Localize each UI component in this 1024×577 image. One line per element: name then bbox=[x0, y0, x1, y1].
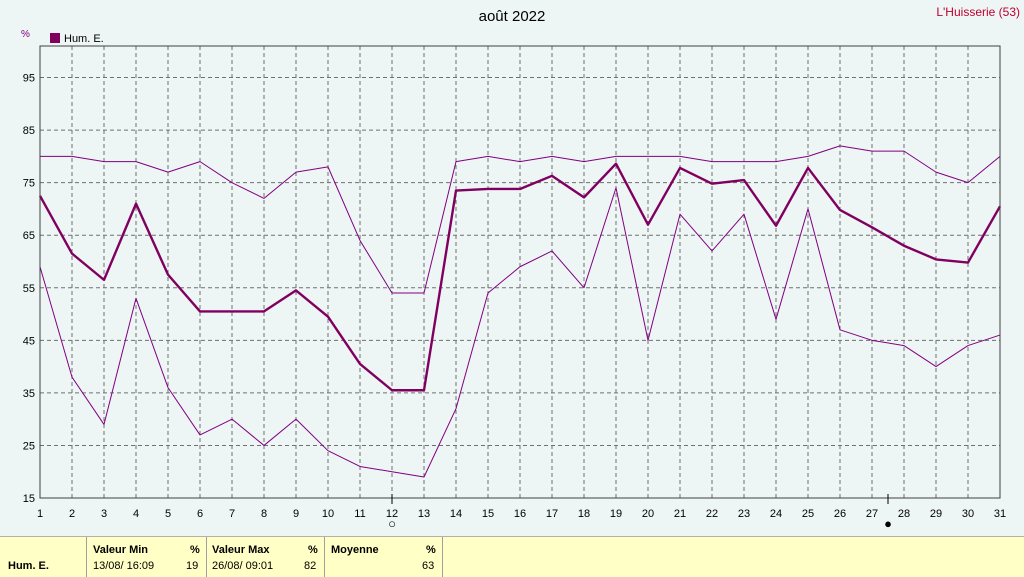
x-tick-label: 1 bbox=[37, 508, 43, 520]
min-value: 19 bbox=[186, 560, 199, 572]
stats-separator bbox=[442, 537, 443, 577]
y-tick-label: 75 bbox=[23, 178, 35, 190]
min-header: Valeur Min bbox=[93, 544, 149, 556]
max-unit: % bbox=[308, 544, 318, 556]
max-header: Valeur Max bbox=[212, 544, 270, 556]
y-tick-label: 25 bbox=[23, 440, 35, 452]
chart-title: août 2022 bbox=[479, 8, 546, 25]
stats-separator bbox=[206, 537, 207, 577]
x-tick-label: 15 bbox=[482, 508, 494, 520]
x-tick-label: 13 bbox=[418, 508, 430, 520]
series-line-mean bbox=[38, 162, 1002, 392]
y-tick-label: 55 bbox=[23, 283, 35, 295]
station-name: L'Huisserie (53) bbox=[936, 5, 1020, 19]
mean-header: Moyenne bbox=[331, 544, 379, 556]
y-unit-label: % bbox=[21, 29, 30, 40]
max-value: 82 bbox=[304, 560, 317, 572]
humidity-chart: 1 2 3 4 5 6 7 8 9 10 11 12 13 14 15 16 17 18 19 20 21 22 23 24 2… bbox=[21, 5, 1020, 531]
stats-separator bbox=[324, 537, 325, 577]
series-line-max bbox=[40, 145, 1001, 294]
x-tick-label: 21 bbox=[674, 508, 686, 520]
mean-unit: % bbox=[426, 544, 436, 556]
y-tick-label: 65 bbox=[23, 230, 35, 242]
x-tick-label: 25 bbox=[802, 508, 814, 520]
stats-separator bbox=[86, 537, 87, 577]
x-tick-label: 22 bbox=[706, 508, 718, 520]
x-tick-label: 7 bbox=[229, 508, 235, 520]
x-tick-label: 11 bbox=[354, 508, 365, 520]
x-tick-label: 17 bbox=[546, 508, 558, 520]
series-line-min bbox=[39, 187, 1001, 478]
moon-full-icon: ○ bbox=[388, 516, 396, 531]
x-tick-label: 31 bbox=[994, 508, 1006, 520]
x-tick-label: 9 bbox=[293, 508, 299, 520]
stats-panel: Hum. E. Valeur Min % 13/08/ 16:09 19 Val… bbox=[0, 536, 1024, 577]
moon-new-icon: ● bbox=[884, 516, 892, 531]
y-tick-label: 15 bbox=[23, 493, 35, 505]
x-tick-label: 14 bbox=[450, 508, 462, 520]
x-tick-label: 2 bbox=[69, 508, 75, 520]
legend-label: Hum. E. bbox=[64, 33, 104, 45]
x-tick-label: 6 bbox=[197, 508, 203, 520]
x-tick-label: 16 bbox=[514, 508, 526, 520]
x-tick-label: 27 bbox=[866, 508, 878, 520]
x-tick-label: 29 bbox=[930, 508, 942, 520]
x-tick-label: 23 bbox=[738, 508, 750, 520]
y-tick-label: 85 bbox=[23, 125, 35, 137]
x-tick-label: 4 bbox=[133, 508, 139, 520]
min-datetime: 13/08/ 16:09 bbox=[93, 560, 155, 572]
y-tick-label: 35 bbox=[23, 388, 35, 400]
x-tick-label: 5 bbox=[165, 508, 171, 520]
min-unit: % bbox=[190, 544, 200, 556]
y-tick-label: 95 bbox=[23, 73, 35, 85]
x-tick-label: 26 bbox=[834, 508, 846, 520]
plot-frame bbox=[39, 45, 1001, 499]
mean-value: 63 bbox=[422, 560, 435, 572]
legend-swatch bbox=[50, 33, 60, 43]
x-tick-label: 3 bbox=[101, 508, 107, 520]
x-tick-label: 20 bbox=[642, 508, 654, 520]
x-tick-label: 8 bbox=[261, 508, 267, 520]
stats-row-label: Hum. E. bbox=[8, 560, 49, 572]
x-tick-label: 28 bbox=[898, 508, 910, 520]
x-tick-label: 10 bbox=[322, 508, 334, 520]
x-tick-label: 18 bbox=[578, 508, 590, 520]
max-datetime: 26/08/ 09:01 bbox=[212, 560, 274, 572]
x-tick-label: 12 bbox=[386, 508, 398, 520]
x-tick-label: 30 bbox=[962, 508, 974, 520]
y-tick-label: 45 bbox=[23, 335, 35, 347]
x-tick-label: 24 bbox=[770, 508, 782, 520]
x-tick-label: 19 bbox=[610, 508, 622, 520]
